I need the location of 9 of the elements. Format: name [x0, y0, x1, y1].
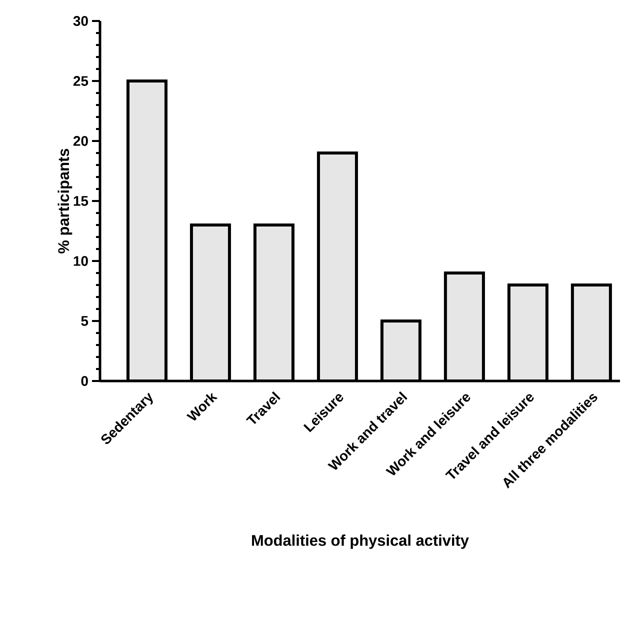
x-axis-title: Modalities of physical activity	[252, 534, 469, 549]
y-tick-label: 30	[73, 16, 88, 26]
y-tick-label: 10	[74, 256, 88, 266]
y-axis-title: % participants	[58, 148, 72, 254]
y-tick-label: 25	[73, 76, 88, 86]
y-tick-label: 0	[81, 376, 88, 386]
y-tick-label: 5	[81, 316, 88, 326]
y-tick-label: 15	[74, 196, 88, 206]
y-tick-label: 20	[73, 136, 88, 146]
